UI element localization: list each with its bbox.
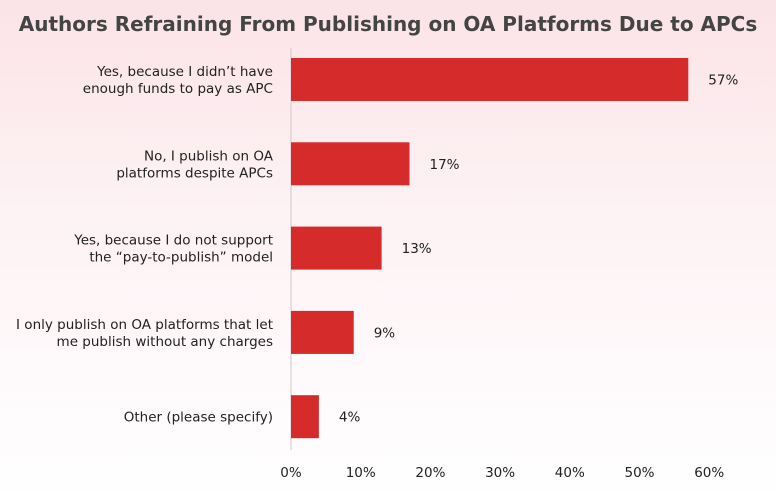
- data-label: 4%: [339, 410, 361, 426]
- data-label: 13%: [402, 241, 432, 257]
- category-label: I only publish on OA platforms that let: [16, 317, 273, 333]
- category-label: Other (please specify): [124, 410, 273, 426]
- category-label: No, I publish on OA: [144, 148, 274, 164]
- category-label: Yes, because I do not support: [73, 233, 273, 249]
- bar: [291, 58, 689, 101]
- data-label: 17%: [429, 157, 459, 173]
- chart-title: Authors Refraining From Publishing on OA…: [18, 12, 758, 36]
- x-tick-label: 50%: [624, 465, 654, 481]
- category-label: Yes, because I didn’t have: [96, 64, 273, 80]
- x-tick-label: 60%: [694, 465, 724, 481]
- category-label: the “pay-to-publish” model: [89, 250, 273, 266]
- data-label: 9%: [374, 325, 396, 341]
- bar: [291, 142, 410, 186]
- x-tick-label: 40%: [555, 465, 585, 481]
- x-tick-label: 10%: [346, 465, 376, 481]
- x-tick-label: 20%: [415, 465, 445, 481]
- category-label: enough funds to pay as APC: [83, 81, 273, 97]
- bar: [291, 310, 354, 354]
- category-label: platforms despite APCs: [116, 165, 273, 181]
- bar: [291, 395, 319, 439]
- data-label: 57%: [708, 73, 738, 89]
- bar: [291, 226, 382, 270]
- x-tick-label: 0%: [280, 465, 302, 481]
- category-label: me publish without any charges: [57, 334, 273, 350]
- x-tick-label: 30%: [485, 465, 515, 481]
